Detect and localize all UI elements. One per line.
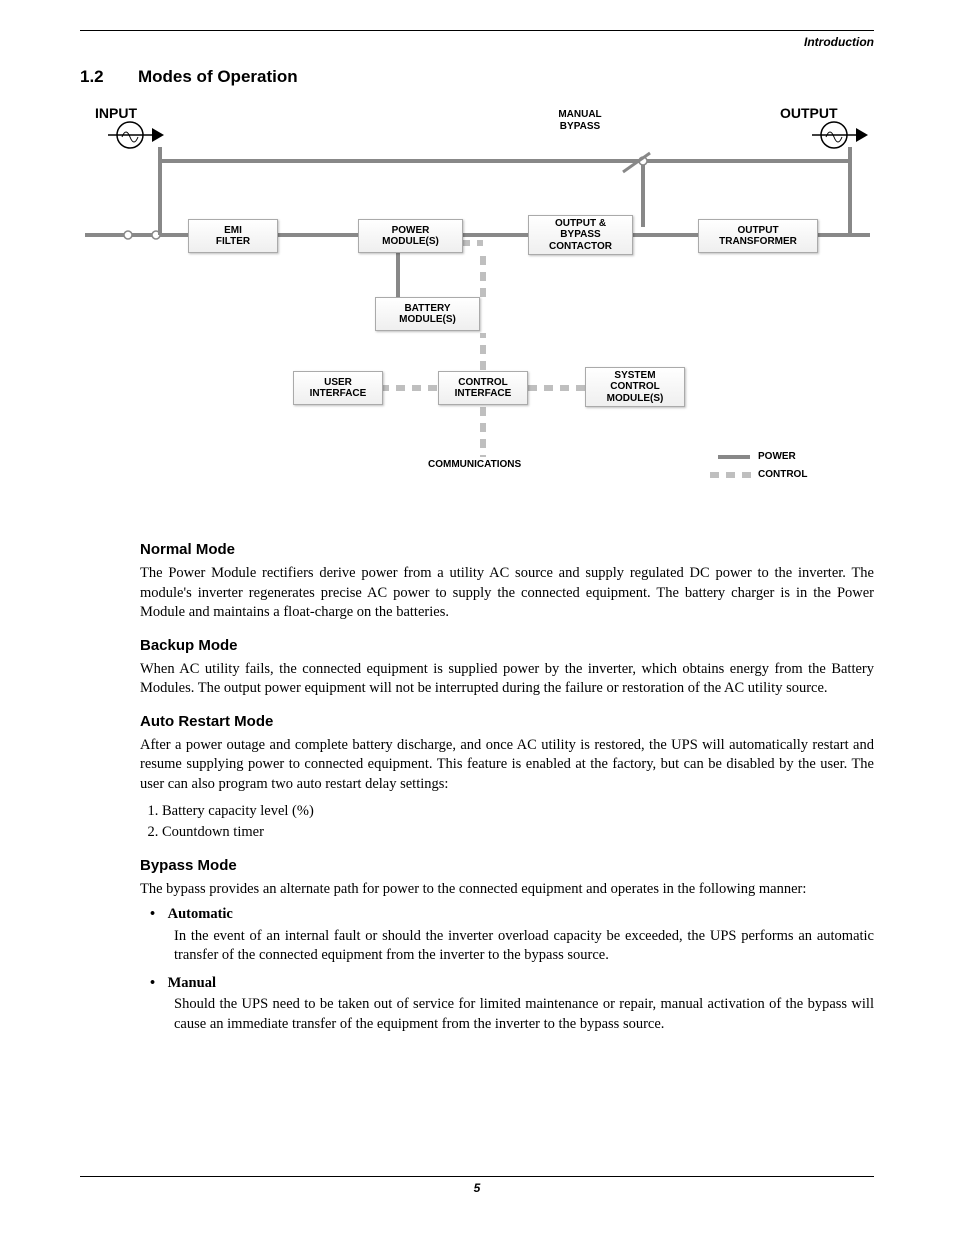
label-communications: COMMUNICATIONS: [428, 459, 521, 471]
section-number: 1.2: [80, 67, 138, 87]
para-backup-mode: When AC utility fails, the connected equ…: [140, 660, 874, 699]
label-input: INPUT: [95, 105, 137, 121]
heading-backup-mode: Backup Mode: [140, 637, 874, 654]
block-diagram: INPUT OUTPUT MANUAL BYPASS EMI FILTER PO…: [80, 97, 874, 527]
box-output-bypass-contactor: OUTPUT & BYPASS CONTACTOR: [528, 215, 633, 255]
page-footer: 5: [80, 1176, 874, 1195]
bypass-item-label: Manual: [168, 975, 216, 991]
list-item: Countdown timer: [162, 822, 874, 843]
list-item: Automatic In the event of an internal fa…: [150, 905, 874, 966]
bypass-item-text: Should the UPS need to be taken out of s…: [174, 995, 874, 1034]
section-heading: Modes of Operation: [138, 67, 298, 87]
header-section: Introduction: [80, 35, 874, 49]
box-control-interface: CONTROL INTERFACE: [438, 371, 528, 405]
box-output-transformer: OUTPUT TRANSFORMER: [698, 219, 818, 253]
label-output: OUTPUT: [780, 105, 838, 121]
legend-power: POWER: [758, 451, 796, 463]
label-manual-bypass: MANUAL BYPASS: [550, 109, 610, 132]
page-number: 5: [474, 1181, 481, 1195]
legend-control: CONTROL: [758, 469, 807, 481]
box-user-interface: USER INTERFACE: [293, 371, 383, 405]
box-power-modules: POWER MODULE(S): [358, 219, 463, 253]
heading-normal-mode: Normal Mode: [140, 541, 874, 558]
bypass-item-text: In the event of an internal fault or sho…: [174, 927, 874, 966]
bypass-item-label: Automatic: [168, 906, 233, 922]
box-system-control-modules: SYSTEM CONTROL MODULE(S): [585, 367, 685, 407]
para-auto-restart: After a power outage and complete batter…: [140, 736, 874, 795]
section-title: 1.2 Modes of Operation: [80, 67, 874, 87]
box-emi-filter: EMI FILTER: [188, 219, 278, 253]
para-bypass-mode: The bypass provides an alternate path fo…: [140, 880, 874, 900]
heading-bypass-mode: Bypass Mode: [140, 857, 874, 874]
box-battery-modules: BATTERY MODULE(S): [375, 297, 480, 331]
list-item: Battery capacity level (%): [162, 801, 874, 822]
auto-restart-list: Battery capacity level (%) Countdown tim…: [162, 801, 874, 843]
list-item: Manual Should the UPS need to be taken o…: [150, 974, 874, 1035]
para-normal-mode: The Power Module rectifiers derive power…: [140, 564, 874, 623]
heading-auto-restart: Auto Restart Mode: [140, 713, 874, 730]
bypass-list: Automatic In the event of an internal fa…: [150, 905, 874, 1034]
